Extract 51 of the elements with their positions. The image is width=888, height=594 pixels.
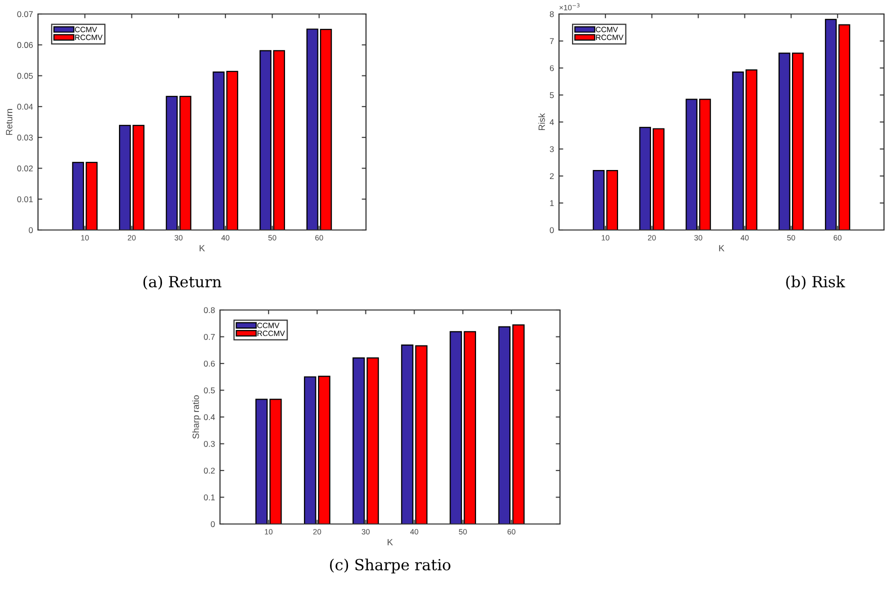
bar	[179, 96, 192, 230]
y-tick-label: 0.01	[17, 196, 33, 202]
y-tick-label: 0.7	[204, 334, 215, 340]
y-tick-label: 0.6	[204, 360, 215, 367]
y-tick-label: 3	[550, 146, 554, 152]
y-tick-label: 0.2	[204, 468, 215, 474]
y-tick-label: 7	[550, 38, 554, 44]
bar	[464, 331, 476, 524]
y-tick-label: 6	[550, 65, 554, 72]
x-axis-title: K	[719, 245, 724, 252]
bar	[606, 170, 618, 230]
y-tick-label: 2	[550, 173, 554, 180]
y-tick-label: 0.3	[204, 440, 215, 447]
bar	[498, 326, 511, 524]
y-tick-label: 8	[550, 11, 554, 18]
y-tick-label: 0.8	[204, 307, 215, 314]
y-tick-label: 0	[28, 227, 33, 234]
bar	[269, 398, 282, 524]
text: (c) Sharpe ratio	[330, 558, 450, 574]
bar	[212, 71, 225, 230]
y-tick-label: 0	[210, 521, 215, 528]
y-tick-label: 0.5	[204, 387, 215, 394]
y-axis-title: Risk	[538, 113, 545, 130]
y-tick-label: 0.06	[17, 42, 33, 48]
bar	[166, 96, 178, 230]
x-axis-title: K	[200, 245, 205, 252]
y-tick-label: 0.03	[17, 134, 33, 141]
y-tick-label: 1	[550, 200, 554, 206]
y-tick-label: 0.07	[17, 11, 33, 18]
x-axis-title: K	[388, 539, 393, 546]
bar	[592, 170, 605, 230]
y-tick-label: 0.02	[17, 165, 33, 172]
y-tick-label: 5	[550, 92, 554, 98]
y-axis-title: Return	[6, 109, 12, 135]
y-tick-label: 0.04	[17, 104, 33, 110]
y-tick-label: 4	[550, 119, 554, 126]
bar	[304, 376, 316, 524]
y-tick-label: 0.05	[17, 72, 33, 79]
bar	[450, 331, 462, 524]
bar	[824, 18, 837, 230]
bar	[226, 70, 238, 230]
y-tick-label: 0.4	[204, 414, 215, 420]
y-axis-title: Sharp ratio	[192, 395, 201, 439]
text: (a) Return	[143, 276, 222, 290]
bar	[512, 324, 525, 524]
bar	[255, 398, 268, 524]
bar	[318, 376, 330, 524]
bar	[838, 24, 850, 230]
text: (b) Risk	[786, 276, 846, 290]
y-tick-label: 0	[550, 227, 554, 234]
y-tick-label: 0.1	[204, 494, 215, 500]
